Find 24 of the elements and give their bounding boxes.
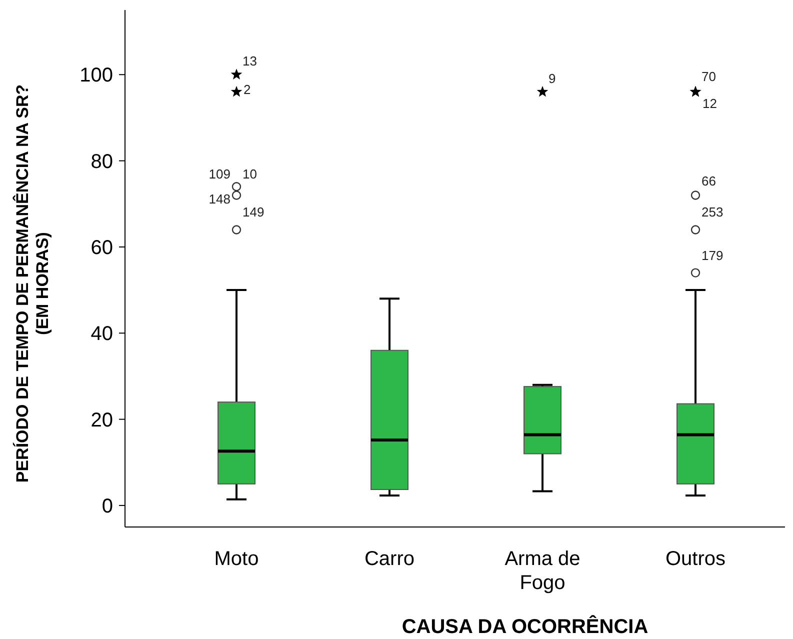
annotation: 12 xyxy=(702,96,717,111)
annotation: 10 xyxy=(242,166,257,182)
annotation: 148 xyxy=(208,191,230,206)
y-tick-label: 80 xyxy=(90,150,113,173)
x-tick-label: Carro xyxy=(364,548,415,570)
annotation: 70 xyxy=(702,68,716,84)
annotation: 253 xyxy=(702,204,724,220)
annotation: 2 xyxy=(244,82,251,97)
x-tick-label: Outros xyxy=(665,548,726,570)
annotation: 109 xyxy=(208,166,230,182)
annotation: 149 xyxy=(242,204,264,220)
x-tick-label: Arma de Fogo xyxy=(504,548,580,594)
annotation: 13 xyxy=(242,54,257,69)
annotation: 66 xyxy=(702,173,716,188)
y-tick-label: 100 xyxy=(80,64,113,87)
y-axis-title: PERÍODO DE TEMPO DE PERMANÊNCIA NA SR? (EM HORAS) xyxy=(12,84,52,483)
annotation: 9 xyxy=(548,70,556,86)
y-tick-label: 20 xyxy=(90,409,113,432)
y-tick-label: 60 xyxy=(90,236,113,259)
x-tick-label: Moto xyxy=(214,548,259,570)
x-axis-title: CAUSA DA OCORRÊNCIA xyxy=(402,615,648,638)
annotation: 179 xyxy=(702,248,724,263)
y-tick-label: 40 xyxy=(90,323,113,346)
y-tick-label: 0 xyxy=(102,495,113,518)
